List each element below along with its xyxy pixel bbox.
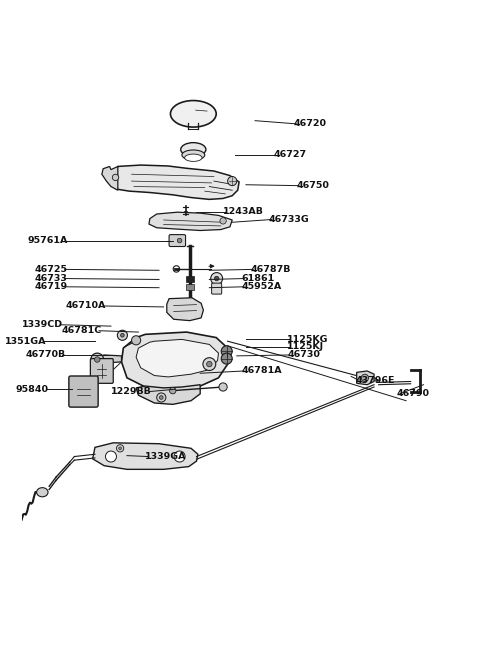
Circle shape — [228, 176, 237, 185]
Text: 1229BB: 1229BB — [111, 387, 152, 396]
Text: 95761A: 95761A — [27, 236, 68, 245]
Ellipse shape — [181, 143, 206, 157]
Text: 46733G: 46733G — [269, 215, 310, 224]
Circle shape — [95, 357, 100, 362]
FancyBboxPatch shape — [69, 376, 98, 407]
Text: 46750: 46750 — [296, 181, 329, 190]
Circle shape — [106, 451, 117, 462]
Polygon shape — [136, 384, 200, 404]
Text: 1351GA: 1351GA — [5, 337, 47, 346]
Polygon shape — [149, 212, 232, 231]
Text: 1339GA: 1339GA — [145, 452, 187, 461]
Circle shape — [215, 276, 219, 281]
Circle shape — [211, 272, 223, 284]
Circle shape — [132, 336, 141, 345]
Polygon shape — [111, 165, 239, 199]
Text: 46730: 46730 — [287, 350, 320, 360]
Text: 46725: 46725 — [35, 265, 68, 274]
Text: 45952A: 45952A — [241, 282, 282, 291]
Polygon shape — [102, 166, 118, 190]
Circle shape — [117, 445, 124, 452]
FancyBboxPatch shape — [212, 283, 222, 294]
FancyBboxPatch shape — [186, 276, 194, 282]
Text: 46727: 46727 — [274, 151, 307, 160]
Circle shape — [120, 333, 124, 337]
Ellipse shape — [170, 101, 216, 127]
Circle shape — [91, 353, 104, 366]
Circle shape — [159, 396, 163, 400]
Circle shape — [203, 358, 216, 371]
Ellipse shape — [36, 488, 48, 496]
Text: 43796E: 43796E — [356, 375, 395, 384]
Text: 1339CD: 1339CD — [22, 320, 63, 329]
Ellipse shape — [182, 150, 205, 160]
FancyBboxPatch shape — [186, 284, 194, 290]
Text: 46710A: 46710A — [66, 301, 107, 310]
FancyBboxPatch shape — [90, 359, 113, 383]
Circle shape — [206, 362, 212, 367]
Text: 46770B: 46770B — [25, 350, 65, 360]
Text: 1125KJ: 1125KJ — [287, 342, 324, 351]
FancyBboxPatch shape — [169, 234, 186, 246]
Circle shape — [112, 174, 119, 181]
Ellipse shape — [185, 154, 202, 161]
Text: 46781C: 46781C — [61, 326, 102, 335]
Text: 1125KG: 1125KG — [287, 335, 329, 344]
Polygon shape — [136, 339, 218, 377]
Polygon shape — [357, 371, 374, 384]
Text: 1243AB: 1243AB — [223, 207, 264, 216]
Polygon shape — [121, 332, 228, 389]
Text: 46790: 46790 — [397, 389, 430, 398]
Text: 46719: 46719 — [35, 282, 68, 291]
Polygon shape — [97, 355, 121, 363]
Circle shape — [174, 451, 185, 462]
Text: 61861: 61861 — [241, 274, 275, 283]
Text: 46787B: 46787B — [251, 265, 291, 274]
Circle shape — [118, 330, 127, 341]
Circle shape — [361, 374, 369, 381]
Polygon shape — [93, 443, 198, 470]
Circle shape — [156, 393, 166, 402]
Circle shape — [221, 353, 232, 364]
Text: 95840: 95840 — [15, 384, 48, 394]
Text: 46781A: 46781A — [241, 366, 282, 375]
Circle shape — [221, 346, 232, 357]
Circle shape — [119, 447, 121, 450]
Circle shape — [177, 238, 182, 243]
Circle shape — [220, 217, 226, 224]
Circle shape — [219, 383, 227, 391]
Circle shape — [169, 388, 176, 394]
Text: 46720: 46720 — [294, 119, 327, 128]
Text: 46733: 46733 — [35, 274, 68, 283]
Polygon shape — [167, 298, 204, 321]
